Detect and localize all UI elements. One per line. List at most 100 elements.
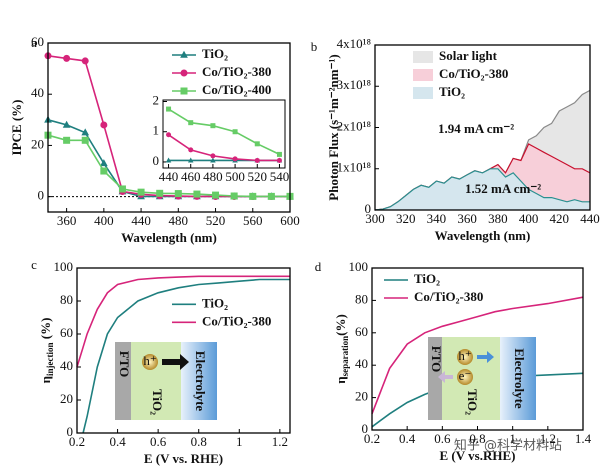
marker [276, 157, 282, 163]
y-tick-label: 0 [38, 188, 45, 203]
annotation: 1.52 mA cm⁻² [465, 181, 541, 196]
legend-label: TiO₂ [439, 84, 465, 99]
x-tick-label: 500 [225, 169, 245, 184]
marker [193, 190, 201, 198]
marker [81, 128, 90, 136]
y-tick-label: 80 [60, 292, 73, 307]
marker [210, 123, 216, 129]
y-tick-label: 1x10¹⁸ [337, 160, 372, 175]
x-tick-label: 380 [488, 211, 508, 226]
marker [100, 121, 108, 129]
x-tick-label: 340 [427, 211, 447, 226]
x-tick-label: 1.2 [540, 431, 556, 446]
y-tick-label: 0 [362, 421, 369, 436]
x-tick-label: 520 [248, 169, 268, 184]
x-tick-label: 0.2 [69, 434, 85, 449]
y-tick-label: 4x10¹⁸ [337, 36, 372, 51]
watermark: 知乎 @科学材料站 [454, 438, 562, 454]
marker [62, 120, 71, 128]
x-tick-label: 360 [57, 213, 77, 228]
x-tick-label: 1.4 [575, 431, 592, 446]
schematic-label: Electrolyte [512, 348, 527, 409]
panel-label: a [31, 35, 37, 50]
x-tick-label: 0.6 [434, 431, 451, 446]
marker [210, 153, 216, 159]
legend-swatch [413, 51, 433, 63]
plot-frame [76, 267, 291, 434]
marker [118, 185, 126, 193]
series-line [76, 275, 290, 368]
schematic-label: TiO₂ [150, 389, 165, 415]
legend-label: Co/TiO₂-380 [202, 313, 271, 328]
annotation: 1.94 mA cm⁻² [438, 121, 514, 136]
y-axis-label-part: η [333, 376, 348, 383]
y-tick-label: 60 [60, 325, 73, 340]
marker [180, 50, 188, 58]
marker [180, 69, 188, 77]
x-axis-label: E (V vs.RHE) [440, 448, 516, 463]
marker [166, 106, 172, 112]
y-tick-label: 60 [31, 34, 44, 49]
marker [137, 188, 145, 196]
y-axis-label-part: injection [45, 343, 55, 377]
y-tick-label: 20 [60, 391, 73, 406]
schematic-label: FTO [117, 351, 132, 378]
series-line [82, 278, 290, 434]
marker [232, 156, 238, 162]
legend-label: Solar light [439, 48, 498, 63]
y-tick-label: 40 [355, 356, 368, 371]
x-tick-label: 440 [131, 213, 151, 228]
panel-label: c [31, 257, 37, 272]
y-tick-label: 100 [349, 259, 369, 274]
x-tick-label: 1 [236, 434, 243, 449]
y-axis-label: ηinjection (%) [38, 318, 55, 384]
electron [457, 369, 473, 385]
marker [232, 129, 238, 135]
x-tick-label: 0.4 [109, 434, 126, 449]
y-axis-label-part: η [38, 376, 53, 383]
schematic-layer [181, 342, 217, 420]
x-tick-label: 400 [94, 213, 114, 228]
x-tick-label: 440 [580, 211, 600, 226]
arrow [438, 371, 453, 383]
y-tick-label: 0 [153, 153, 160, 168]
x-tick-label: 400 [519, 211, 539, 226]
legend-swatch [413, 87, 433, 99]
x-tick-label: 0.6 [150, 434, 167, 449]
y-tick-label: 2x10¹⁸ [337, 118, 372, 133]
y-axis-label: Photon Flux (s⁻¹m⁻²nm⁻¹) [326, 54, 341, 200]
x-tick-label: 0.2 [364, 431, 380, 446]
marker [267, 192, 275, 200]
marker [63, 136, 71, 144]
legend-label: Co/TiO₂-380 [202, 64, 271, 79]
x-axis-label: E (V vs. RHE) [144, 451, 223, 466]
marker [187, 157, 194, 163]
marker [188, 120, 194, 126]
schematic-label: TiO₂ [465, 389, 480, 415]
y-tick-label: 3x10¹⁸ [337, 77, 372, 92]
hole [142, 354, 158, 370]
x-tick-label: 1 [509, 431, 516, 446]
schematic-label: FTO [429, 346, 444, 373]
marker [166, 132, 172, 138]
marker [99, 159, 108, 167]
marker [156, 189, 164, 197]
series-line [168, 108, 280, 156]
x-axis-label: Wavelength (nm) [121, 230, 217, 245]
x-tick-label: 460 [181, 169, 201, 184]
series-line [374, 168, 590, 211]
y-tick-label: 40 [60, 358, 73, 373]
legend-label: TiO₂ [202, 295, 228, 310]
y-tick-label: 1 [153, 123, 160, 138]
plot-frame [374, 44, 591, 211]
x-tick-label: 560 [243, 213, 263, 228]
x-tick-label: 540 [270, 169, 290, 184]
plot-frame [162, 99, 286, 169]
x-tick-label: 480 [169, 213, 189, 228]
y-axis-label-part: (%) [333, 314, 348, 336]
marker [254, 157, 260, 163]
arrow [162, 354, 189, 370]
x-tick-label: 300 [365, 211, 385, 226]
area [375, 168, 590, 210]
